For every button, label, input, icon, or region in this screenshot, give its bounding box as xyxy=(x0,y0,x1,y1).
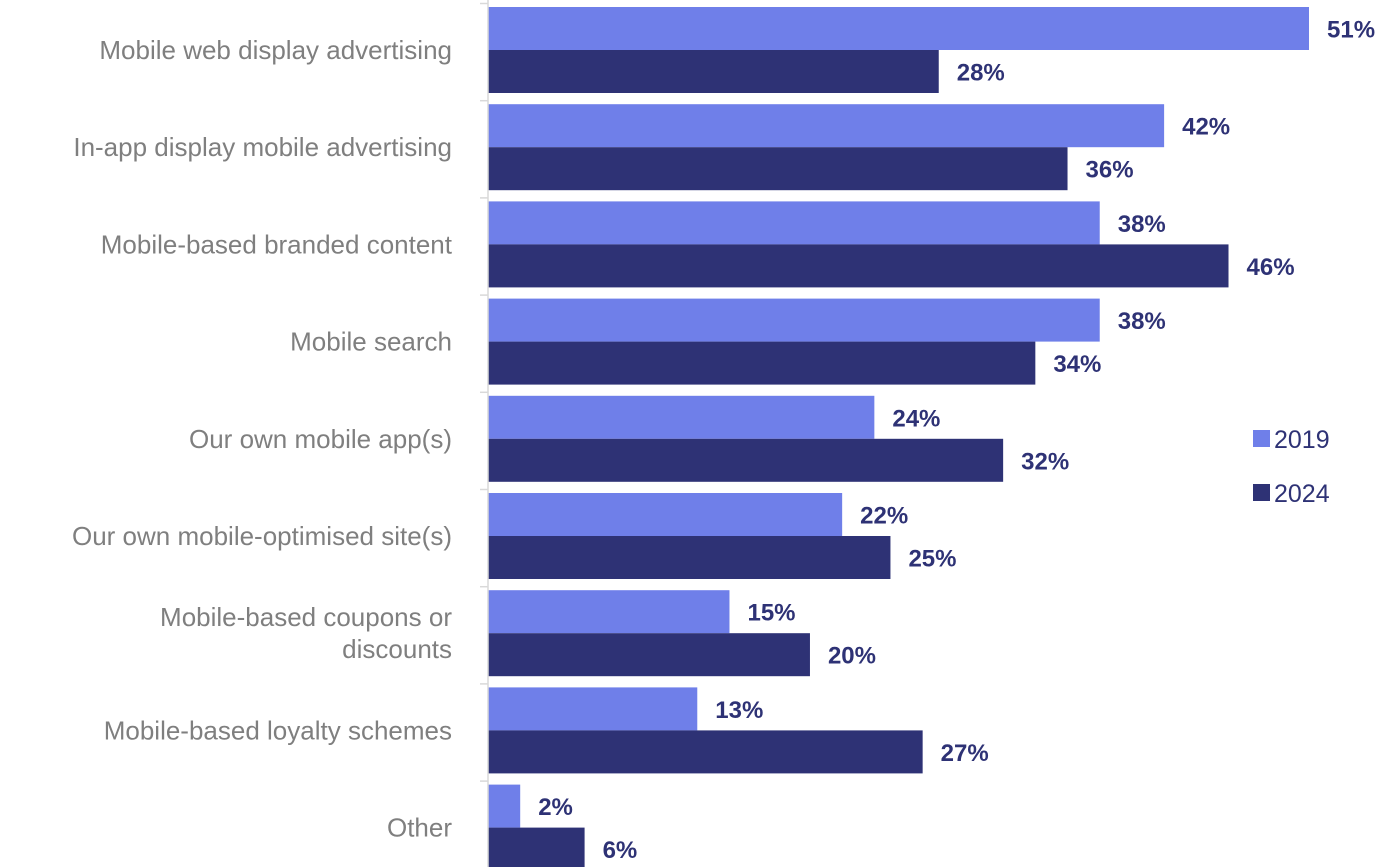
bar-2024 xyxy=(488,244,1229,288)
bar-2024 xyxy=(488,438,1004,482)
bar-2019 xyxy=(488,104,1165,148)
category-label: Mobile-based loyalty schemes xyxy=(104,715,452,745)
bars-group xyxy=(488,7,1309,867)
data-label: 22% xyxy=(860,503,908,530)
bar-2019 xyxy=(488,298,1100,342)
bar-2019 xyxy=(488,201,1100,245)
data-label: 36% xyxy=(1086,157,1134,184)
data-label: 20% xyxy=(828,643,876,670)
legend-label: 2024 xyxy=(1274,480,1330,508)
category-label: Other xyxy=(387,813,452,843)
category-label: Our own mobile app(s) xyxy=(189,424,452,454)
category-label: Our own mobile-optimised site(s) xyxy=(72,521,452,551)
data-label: 13% xyxy=(715,697,763,724)
bar-2024 xyxy=(488,147,1068,191)
bar-2019 xyxy=(488,687,698,731)
bar-2024 xyxy=(488,50,939,93)
bar-2019 xyxy=(488,493,843,536)
legend-swatch-2024 xyxy=(1253,484,1270,501)
bar-2024 xyxy=(488,827,585,867)
data-label: 25% xyxy=(908,546,956,573)
data-label: 6% xyxy=(603,837,638,864)
data-label: 27% xyxy=(941,740,989,767)
data-label: 15% xyxy=(747,600,795,627)
category-label: In-app display mobile advertising xyxy=(73,132,452,162)
data-label: 38% xyxy=(1118,211,1166,238)
category-label: Mobile-based coupons or discounts xyxy=(160,602,452,664)
bar-2024 xyxy=(488,730,923,774)
bar-2019 xyxy=(488,395,875,439)
legend: 2019 2024 xyxy=(1253,426,1330,508)
labels-group: Mobile web display advertising 51% 28% In-a… xyxy=(72,17,1375,865)
bar-2024 xyxy=(488,341,1036,385)
legend-label: 2019 xyxy=(1274,426,1330,454)
data-label: 34% xyxy=(1053,351,1101,378)
bar-2019 xyxy=(488,7,1309,50)
data-label: 28% xyxy=(957,60,1005,87)
category-label: Mobile web display advertising xyxy=(99,35,452,65)
data-label: 2% xyxy=(538,794,573,821)
data-label: 24% xyxy=(892,405,940,432)
category-label: Mobile search xyxy=(290,327,452,357)
bar-2019 xyxy=(488,784,521,828)
bar-2024 xyxy=(488,633,810,677)
legend-swatch-2019 xyxy=(1253,430,1270,447)
data-label: 51% xyxy=(1327,17,1375,44)
data-label: 38% xyxy=(1118,308,1166,335)
bar-2019 xyxy=(488,590,730,634)
data-label: 46% xyxy=(1247,254,1295,281)
bar-2024 xyxy=(488,536,891,579)
category-label: Mobile-based branded content xyxy=(101,229,453,259)
data-label: 42% xyxy=(1182,114,1230,141)
data-label: 32% xyxy=(1021,448,1069,475)
axis-ticks-group xyxy=(480,2,488,782)
